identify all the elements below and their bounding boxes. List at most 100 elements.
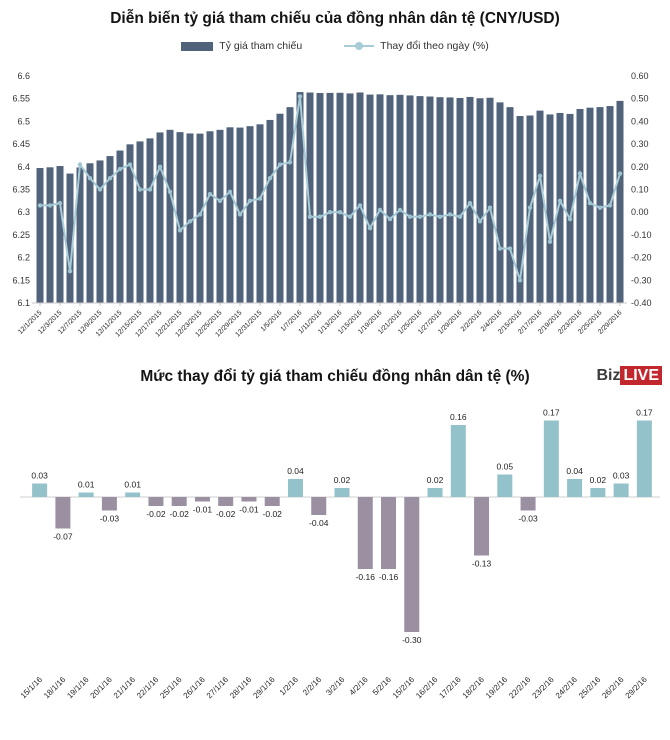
rate-bar [426, 96, 434, 303]
change-bar [497, 474, 513, 497]
change-bar [334, 488, 350, 497]
bar-swatch-icon [181, 41, 214, 51]
rate-bar [216, 129, 224, 303]
rate-bar [66, 173, 74, 303]
line-marker [227, 189, 233, 194]
rate-bar [296, 92, 304, 303]
line-marker [57, 200, 63, 206]
change-bar [55, 497, 71, 529]
rate-bar [36, 168, 44, 303]
rate-bar [506, 107, 514, 303]
rate-bar [166, 129, 174, 303]
change-bar [101, 497, 117, 511]
left-axis-tick: 6.5 [17, 116, 30, 126]
rate-bar [456, 97, 464, 303]
bar-value-label: 0.01 [124, 480, 141, 490]
line-marker [197, 212, 203, 217]
legend-label-reference-rate: Tỷ giá tham chiếu [219, 40, 303, 52]
x-axis-labels: 12/1/201512/3/201512/7/201512/9/201512/1… [17, 303, 624, 338]
line-marker [207, 191, 213, 197]
rate-bar [446, 97, 454, 304]
x-axis-label: 3/2/16 [324, 675, 346, 697]
change-bar [567, 479, 583, 497]
rate-bar [196, 133, 204, 303]
bar-value-label: 0.17 [543, 408, 560, 418]
change-chart-title: Mức thay đổi tỷ giá tham chiếu đồng nhân… [140, 368, 530, 385]
left-axis-tick: 6.1 [17, 298, 30, 308]
rate-bar [176, 132, 184, 303]
rate-bar [76, 167, 84, 303]
change-bar [381, 497, 397, 569]
line-marker [347, 214, 353, 219]
daily-change-line [37, 94, 623, 283]
rate-bar [116, 150, 124, 303]
bar-value-label: -0.01 [239, 505, 259, 515]
line-marker [357, 203, 363, 208]
line-marker [407, 214, 413, 219]
change-bar [32, 483, 48, 497]
change-bar [264, 497, 280, 506]
x-axis-label: 25/2/16 [577, 675, 603, 701]
rate-bar [346, 93, 354, 304]
bizlive-logo-live: LIVE [620, 366, 662, 385]
right-axis-tick: -0.30 [631, 275, 652, 285]
line-marker [287, 160, 293, 165]
rate-bar [266, 119, 274, 303]
change-bar [241, 497, 257, 502]
rate-chart-title: Diễn biến tỷ giá tham chiếu của đồng nhâ… [110, 10, 560, 27]
rate-bar [56, 166, 64, 303]
left-axis-tick: 6.6 [17, 71, 30, 81]
right-axis-tick: -0.40 [631, 298, 652, 308]
line-marker [307, 214, 313, 219]
change-bar [78, 492, 94, 497]
rate-bar [536, 110, 544, 303]
line-marker [37, 203, 43, 208]
bar-value-label: -0.03 [518, 514, 538, 524]
bar-value-label: -0.30 [402, 635, 422, 645]
x-axis-label: 18/2/16 [461, 675, 487, 701]
rate-bar [96, 160, 104, 303]
x-axis-label: 2/2/16 [301, 675, 323, 697]
bar-value-label: -0.01 [193, 505, 213, 515]
change-bar [474, 497, 490, 556]
x-axis-label: 25/1/16 [158, 675, 184, 701]
line-marker [587, 200, 593, 206]
value-labels: 0.03-0.070.01-0.030.01-0.02 -0.02 -0.01 -0.… [31, 408, 653, 646]
x-axis-label: 16/2/16 [414, 675, 440, 701]
rate-bar [436, 97, 444, 303]
line-marker [577, 171, 583, 176]
change-bar [613, 483, 629, 497]
rate-bar [596, 107, 604, 303]
line-marker [147, 187, 153, 192]
line-marker [217, 198, 223, 204]
change-bar [311, 497, 327, 515]
bar-value-label: 0.05 [497, 462, 514, 472]
change-bar [427, 488, 443, 497]
rate-bar [226, 127, 234, 303]
left-axis-labels: 6.6 6.55 6.5 6.45 6.4 6.35 6.3 6.25 6.2 6.15 6.1 [12, 71, 30, 308]
x-axis-label: 29/1/16 [251, 675, 277, 701]
bar-value-label: -0.02 [216, 509, 236, 519]
rate-bar [156, 132, 164, 303]
line-marker [317, 214, 323, 219]
rate-bar [586, 107, 594, 303]
right-axis-tick: 0.40 [631, 116, 649, 126]
x-axis-label: 4/2/16 [348, 675, 370, 697]
line-marker [477, 219, 483, 224]
right-axis-tick: 0.10 [631, 185, 649, 195]
line-marker [377, 207, 383, 213]
x-axis-label: 19/2/16 [484, 675, 510, 701]
line-marker [387, 216, 393, 222]
bar-value-label: 0.02 [334, 475, 351, 485]
rate-bar [576, 109, 584, 303]
rate-bar [376, 94, 384, 303]
right-axis-tick: 0.50 [631, 94, 649, 104]
change-bar [450, 425, 466, 497]
left-axis-tick: 6.35 [12, 185, 30, 195]
line-marker [177, 228, 183, 233]
rate-bar [356, 92, 364, 303]
change-bar [148, 497, 164, 506]
rate-bar [146, 138, 154, 303]
left-axis-tick: 6.4 [17, 162, 30, 172]
line-marker [267, 175, 273, 181]
